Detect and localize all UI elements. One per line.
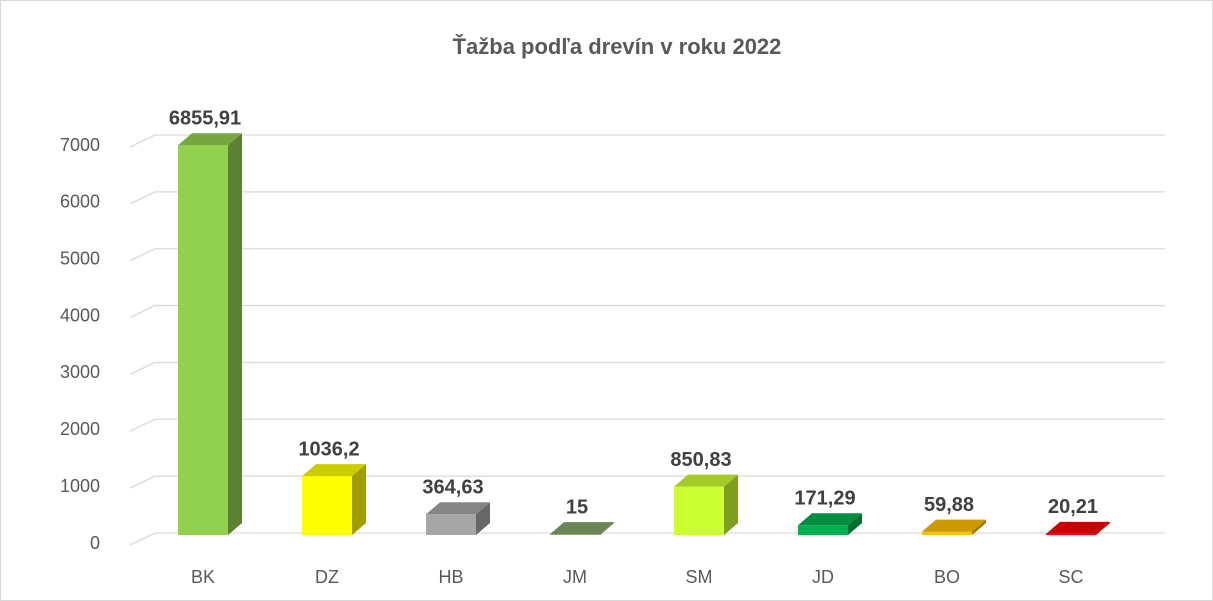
data-label: 850,83: [670, 449, 731, 471]
grid-line: [129, 361, 1165, 376]
bar-front: [922, 531, 972, 535]
y-tick-label: 3000: [60, 362, 100, 382]
grid-segment: [129, 418, 1165, 432]
y-tick-label: 7000: [60, 135, 100, 155]
y-tick-label: 2000: [60, 419, 100, 439]
data-label: 15: [566, 496, 588, 518]
grid-segment: [129, 134, 1165, 148]
bar-front: [178, 145, 228, 535]
bar-side: [848, 513, 862, 535]
y-tick-label: 1000: [60, 476, 100, 496]
chart-title: Ťažba podľa drevín v roku 2022: [453, 34, 782, 59]
bar: [550, 522, 614, 535]
bar: [302, 464, 366, 535]
data-label: 364,63: [422, 477, 483, 499]
grid-segment: [129, 248, 1165, 262]
data-label: 6855,91: [169, 107, 241, 129]
grid-line: [129, 418, 1165, 432]
grid-line: [129, 475, 1165, 489]
x-tick-label: DZ: [315, 567, 339, 587]
grid-segment: [129, 191, 1165, 205]
bar-top: [674, 474, 738, 487]
bar-side: [352, 464, 366, 535]
bar: [798, 513, 862, 535]
data-label: 171,29: [794, 488, 855, 510]
x-tick-label: BO: [934, 567, 960, 587]
y-tick-label: 6000: [60, 192, 100, 212]
grid-segment: [129, 304, 1165, 319]
grid-segment: [129, 361, 1165, 376]
bar-side: [972, 519, 986, 535]
y-tick-label: 5000: [60, 248, 100, 268]
grid-line: [129, 304, 1165, 319]
bar: [178, 133, 242, 535]
x-tick-label: BK: [191, 567, 215, 587]
grid-line: [129, 134, 1165, 148]
x-tick-label: HB: [438, 567, 463, 587]
grid-segment: [129, 475, 1165, 489]
bar: [1046, 521, 1110, 535]
bar-top: [302, 464, 366, 477]
bar-front: [550, 534, 600, 535]
x-tick-label: SM: [686, 567, 713, 587]
y-tick-label: 0: [90, 533, 100, 553]
bar: [922, 519, 986, 535]
bar-top: [922, 519, 986, 532]
bar: [674, 474, 738, 535]
bar-front: [1046, 533, 1096, 535]
data-label: 20,21: [1048, 496, 1098, 518]
bar-front: [798, 525, 848, 535]
bar-top: [178, 133, 242, 146]
bar-front: [302, 476, 352, 535]
x-tick-label: SC: [1058, 567, 1083, 587]
bar-side: [600, 522, 614, 535]
bar-top: [426, 502, 490, 515]
bar-side: [476, 502, 490, 535]
x-tick-label: JD: [812, 567, 834, 587]
grid-line: [129, 191, 1165, 205]
bar-side: [1096, 521, 1110, 535]
bar-front: [674, 486, 724, 535]
y-tick-label: 4000: [60, 305, 100, 325]
bar-front: [426, 514, 476, 535]
bar-side: [228, 133, 242, 535]
bar-side: [724, 474, 738, 535]
bar-top: [798, 513, 862, 526]
bar-top: [550, 522, 614, 535]
x-tick-label: JM: [563, 567, 587, 587]
bar-top: [1046, 521, 1110, 534]
bar: [426, 502, 490, 535]
grid-line: [129, 248, 1165, 262]
data-label: 59,88: [924, 494, 974, 516]
data-label: 1036,2: [298, 438, 359, 460]
